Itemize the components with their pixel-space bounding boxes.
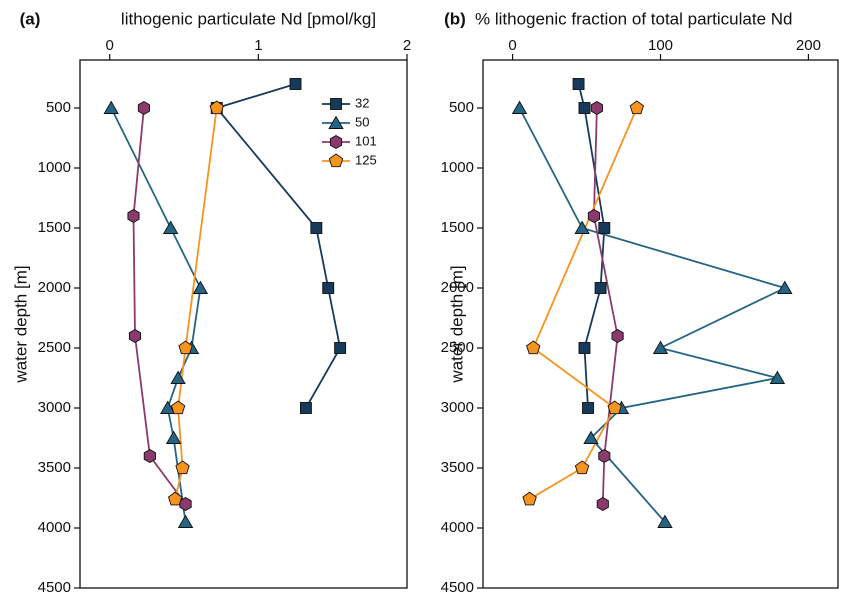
marker <box>574 220 590 234</box>
marker <box>170 400 186 415</box>
x-axis-title: lithogenic particulate Nd [pmol/kg] <box>121 9 376 28</box>
plot-frame <box>79 59 408 589</box>
marker <box>629 100 645 115</box>
y-tick-label: 2500 <box>441 339 474 356</box>
y-tick-label: 4500 <box>38 579 71 596</box>
legend-marker <box>329 134 343 150</box>
marker <box>582 402 594 414</box>
legend-marker <box>330 98 342 110</box>
y-tick-label: 3000 <box>441 399 474 416</box>
y-tick-label: 2000 <box>38 279 71 296</box>
y-tick-label: 1500 <box>38 219 71 236</box>
y-tick-label: 3500 <box>441 459 474 476</box>
marker <box>522 491 537 506</box>
marker <box>299 402 312 414</box>
legend-marker <box>328 115 344 129</box>
series-line <box>110 107 202 523</box>
marker <box>177 514 194 528</box>
marker <box>777 280 793 294</box>
marker <box>511 100 528 114</box>
marker <box>160 400 176 414</box>
marker <box>587 208 601 224</box>
marker <box>769 370 786 384</box>
y-axis-title: water depth [m] <box>447 265 466 383</box>
x-axis-title: % lithogenic fraction of total particula… <box>475 9 793 28</box>
marker <box>652 340 669 354</box>
marker <box>596 496 609 512</box>
marker <box>598 448 611 464</box>
legend-marker <box>328 153 344 168</box>
x-tick-label: 100 <box>648 37 673 54</box>
marker <box>178 340 193 355</box>
marker <box>289 78 302 90</box>
y-tick-label: 4000 <box>38 519 71 536</box>
marker <box>310 222 323 234</box>
marker <box>137 100 150 116</box>
marker <box>128 328 142 344</box>
y-tick-label: 1000 <box>38 159 71 176</box>
marker <box>175 460 190 475</box>
marker <box>578 102 591 114</box>
y-tick-label: 4500 <box>441 579 474 596</box>
marker <box>598 222 611 234</box>
marker <box>583 430 599 444</box>
panel-label: (a) <box>20 9 41 28</box>
marker <box>590 100 603 116</box>
marker <box>162 220 179 234</box>
marker <box>192 280 209 294</box>
marker <box>526 340 541 355</box>
marker <box>127 208 140 224</box>
marker <box>574 460 590 475</box>
series-line <box>529 107 638 500</box>
legend-label: 32 <box>355 95 369 110</box>
y-tick-label: 4000 <box>441 519 474 536</box>
series-line <box>215 83 342 409</box>
x-tick-label: 1 <box>254 37 262 54</box>
series-line <box>518 107 788 523</box>
marker <box>103 100 119 114</box>
marker <box>611 328 624 344</box>
legend-label: 125 <box>355 152 377 167</box>
panel-label: (b) <box>444 9 466 28</box>
marker <box>165 430 182 444</box>
marker <box>179 496 192 512</box>
marker <box>209 100 224 115</box>
x-tick-label: 2 <box>403 37 411 54</box>
y-tick-label: 1000 <box>441 159 474 176</box>
marker <box>334 342 347 354</box>
y-tick-label: 500 <box>46 99 71 116</box>
marker <box>143 448 156 464</box>
series-line <box>174 107 218 500</box>
y-tick-label: 1500 <box>441 219 474 236</box>
marker <box>322 282 335 294</box>
y-tick-label: 3000 <box>38 399 71 416</box>
marker <box>167 491 183 506</box>
legend-label: 50 <box>355 114 369 129</box>
y-tick-label: 2000 <box>441 279 474 296</box>
x-tick-label: 0 <box>106 37 114 54</box>
marker <box>578 342 591 354</box>
y-tick-label: 2500 <box>38 339 71 356</box>
x-tick-label: 200 <box>796 37 821 54</box>
x-tick-label: 0 <box>508 37 516 54</box>
y-tick-label: 500 <box>449 99 474 116</box>
marker <box>594 282 607 294</box>
marker <box>657 514 673 528</box>
y-axis-title: water depth [m] <box>11 265 30 383</box>
y-tick-label: 3500 <box>38 459 71 476</box>
marker <box>170 370 186 384</box>
legend-label: 101 <box>355 133 377 148</box>
marker <box>572 78 585 90</box>
marker <box>607 400 622 415</box>
